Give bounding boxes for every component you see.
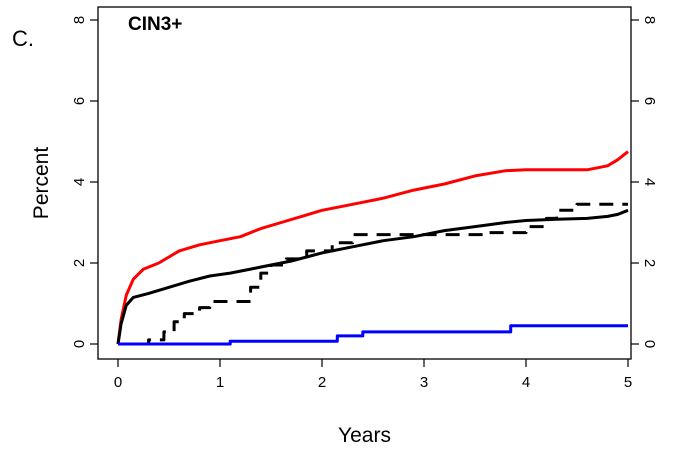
series-line-3 bbox=[118, 202, 628, 346]
panel-label: C. bbox=[12, 26, 34, 51]
plot-frame bbox=[97, 6, 632, 360]
y-right-tick-label: 6 bbox=[641, 97, 658, 105]
x-tick-label: 3 bbox=[420, 374, 428, 391]
y-tick-label: 2 bbox=[71, 259, 88, 267]
y-tick-label: 6 bbox=[71, 97, 88, 105]
x-axis-label: Years bbox=[338, 424, 391, 447]
y-right-tick-label: 0 bbox=[641, 340, 658, 348]
series-line-2 bbox=[116, 208, 629, 345]
y-axis-left: 0 2 4 6 8 bbox=[71, 16, 98, 348]
x-axis: 0 1 2 3 4 5 bbox=[114, 359, 632, 391]
y-right-tick-label: 4 bbox=[641, 178, 658, 186]
series-line-4 bbox=[118, 324, 628, 346]
x-tick-label: 2 bbox=[318, 374, 326, 391]
y-tick-label: 8 bbox=[71, 16, 88, 24]
y-axis-label: Percent bbox=[30, 147, 53, 220]
y-tick-label: 0 bbox=[71, 340, 88, 348]
x-tick-label: 1 bbox=[216, 374, 224, 391]
y-axis-right: 0 2 4 6 8 bbox=[631, 16, 658, 348]
y-tick-label: 4 bbox=[71, 178, 88, 186]
y-right-tick-label: 8 bbox=[641, 16, 658, 24]
x-tick-label: 5 bbox=[624, 374, 632, 391]
plot-content bbox=[116, 150, 629, 346]
chart-title: CIN3+ bbox=[128, 14, 182, 35]
series-line-1 bbox=[116, 150, 629, 345]
y-right-tick-label: 2 bbox=[641, 259, 658, 267]
x-tick-label: 4 bbox=[522, 374, 530, 391]
x-tick-label: 0 bbox=[114, 374, 122, 391]
